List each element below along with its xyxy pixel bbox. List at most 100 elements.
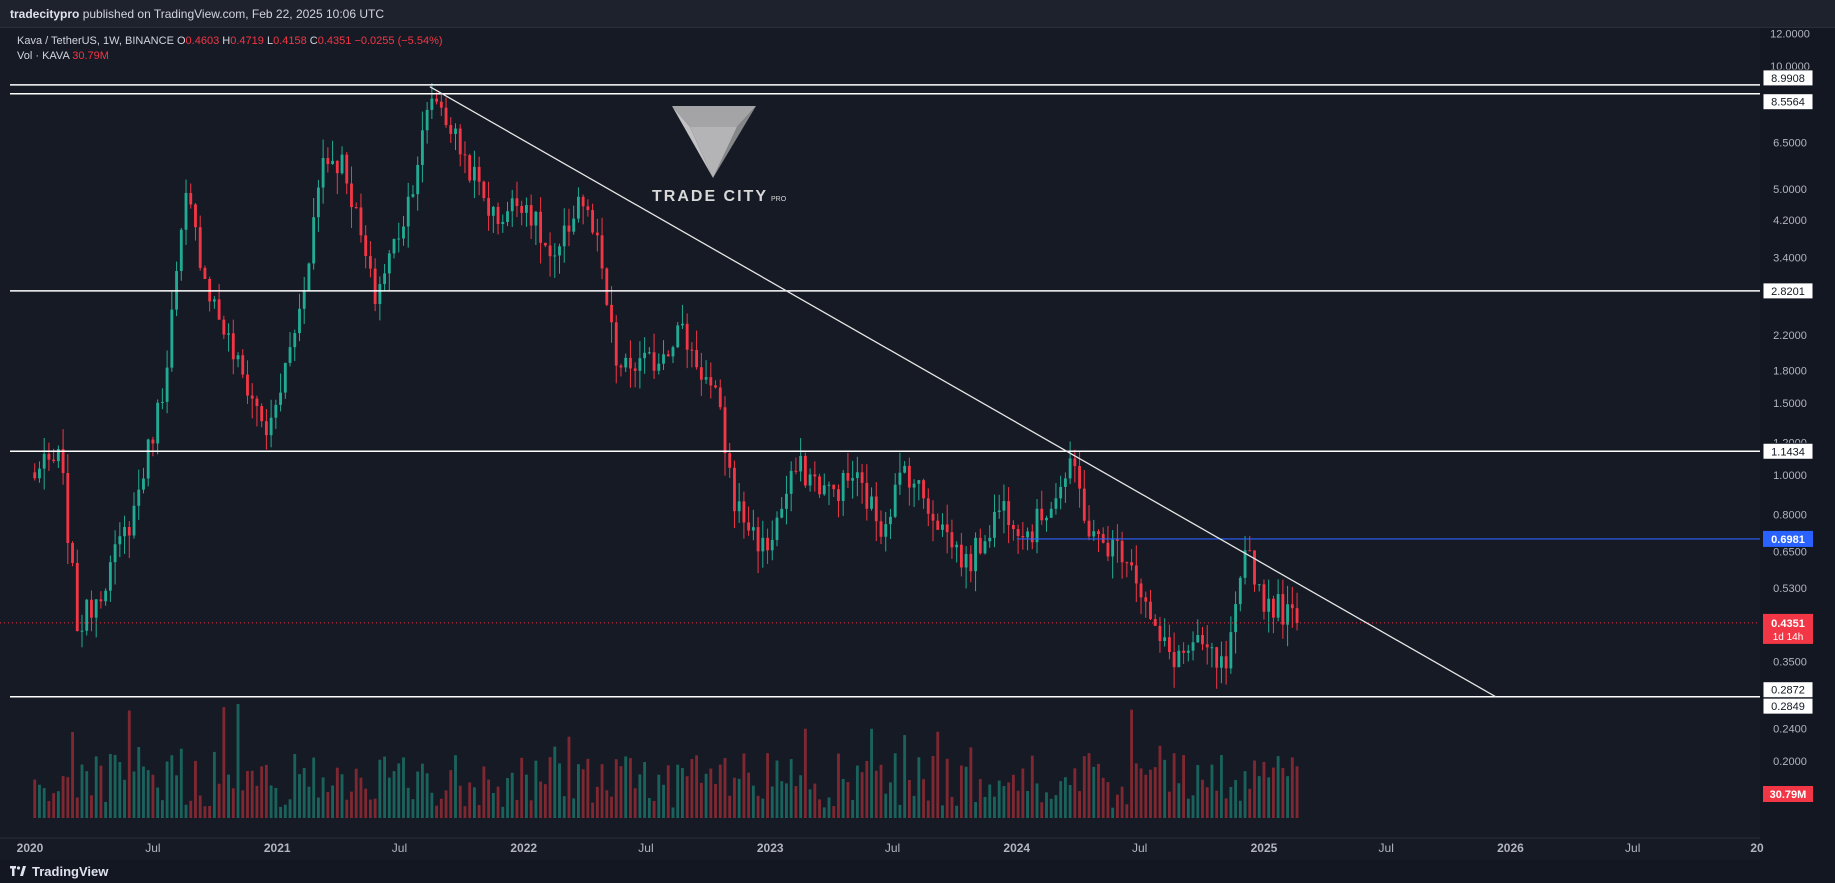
candle-body — [822, 485, 826, 495]
candle-body — [747, 522, 751, 531]
candle-body — [865, 482, 869, 509]
volume-bar — [827, 797, 831, 818]
published-text: published on TradingView.com, Feb 22, 20… — [82, 7, 385, 21]
candle-body — [1191, 642, 1195, 651]
y-tick-label: 4.2000 — [1773, 215, 1807, 227]
candle-body — [1011, 524, 1015, 530]
volume-bar — [775, 760, 779, 818]
volume-bar — [331, 785, 334, 818]
volume-bar — [652, 800, 656, 818]
volume-bar — [255, 785, 259, 818]
candle-body — [85, 599, 89, 631]
volume-bar — [416, 771, 420, 818]
candle-body — [165, 367, 169, 402]
candle-body — [250, 395, 254, 399]
volume-bar — [595, 786, 599, 818]
x-tick-label: 2022 — [510, 841, 537, 855]
candle-body — [1177, 650, 1181, 668]
candle-body — [1087, 520, 1091, 537]
candle-body — [160, 401, 164, 403]
candle-body — [785, 493, 788, 509]
volume-bar — [978, 779, 982, 818]
volume-bar — [1253, 760, 1256, 818]
legend-symbol[interactable]: Kava / TetherUS, 1W, BINANCE — [17, 35, 174, 47]
volume-bar — [449, 770, 453, 818]
candle-body — [1167, 637, 1171, 653]
logo-right-face — [713, 106, 756, 178]
volume-bar — [643, 762, 647, 818]
candle-body — [71, 543, 74, 563]
candle-body — [302, 290, 306, 309]
candle-body — [1082, 488, 1086, 521]
volume-bar — [1295, 766, 1299, 818]
volume-bar — [137, 747, 141, 818]
volume-bar — [690, 759, 694, 818]
volume-bar — [38, 784, 41, 818]
level-price-label: 2.8201 — [1771, 286, 1805, 298]
volume-bar — [425, 773, 429, 818]
volume-bar — [704, 773, 708, 818]
volume-bar — [1243, 771, 1247, 818]
candle-body — [501, 222, 505, 224]
footer-brand[interactable]: TradingView — [0, 860, 1835, 883]
candle-body — [279, 392, 282, 405]
volume-bar — [747, 772, 751, 818]
candle-body — [1257, 584, 1261, 586]
logo-top-face — [672, 106, 756, 127]
candle-body — [316, 187, 320, 218]
candle-body — [1002, 501, 1006, 511]
volume-bar — [1182, 755, 1186, 818]
volume-bar — [629, 758, 632, 818]
y-tick-label: 3.4000 — [1773, 253, 1807, 265]
candle-body — [335, 160, 339, 174]
candle-body — [364, 235, 368, 257]
volume-bar — [515, 799, 519, 818]
candle-body — [368, 256, 372, 269]
candle-body — [647, 352, 651, 354]
tradingview-logo-icon — [10, 866, 26, 876]
candle-body — [1219, 656, 1223, 668]
candle-body — [212, 299, 216, 302]
x-tick-label: Jul — [1132, 841, 1147, 855]
volume-bar — [127, 710, 131, 818]
volume-bar — [1101, 777, 1105, 818]
chart-plot-area[interactable] — [0, 28, 1835, 860]
candle-body — [742, 501, 746, 523]
volume-bar — [1035, 783, 1039, 818]
y-tick-label: 1.8000 — [1773, 366, 1807, 378]
volume-bar — [354, 768, 358, 818]
volume-bar — [912, 795, 916, 818]
candle-body — [917, 480, 921, 484]
candle-body — [118, 536, 122, 545]
volume-bar — [832, 806, 836, 818]
candle-body — [1262, 584, 1266, 612]
volume-bar — [917, 757, 921, 818]
volume-bar — [1158, 745, 1162, 818]
candle-body — [595, 232, 599, 236]
level-price-label: 0.2849 — [1771, 701, 1805, 713]
volume-bar — [562, 796, 566, 818]
candle-body — [506, 211, 509, 223]
volume-bar — [539, 781, 543, 818]
y-tick-label: 0.3500 — [1773, 657, 1807, 669]
x-tick-label: Jul — [1379, 841, 1394, 855]
volume-bar — [47, 800, 51, 818]
candle-body — [260, 406, 264, 422]
watermark-logo-text: TRADE CITY PRO — [652, 188, 787, 205]
candle-body — [283, 362, 287, 393]
candle-body — [941, 524, 944, 530]
candle-body — [666, 354, 670, 357]
volume-bar — [785, 783, 788, 818]
publisher-name[interactable]: tradecitypro — [10, 7, 80, 21]
volume-bar — [718, 764, 722, 818]
candle-body — [1290, 604, 1294, 609]
candle-body — [515, 198, 519, 206]
candle-body — [756, 527, 760, 552]
candle-body — [1205, 644, 1209, 648]
volume-bar — [548, 757, 552, 818]
legend-volume-label[interactable]: Vol · KAVA — [17, 50, 70, 62]
candle-body — [425, 109, 429, 131]
candle-body — [1267, 598, 1271, 612]
volume-bar — [198, 795, 202, 818]
